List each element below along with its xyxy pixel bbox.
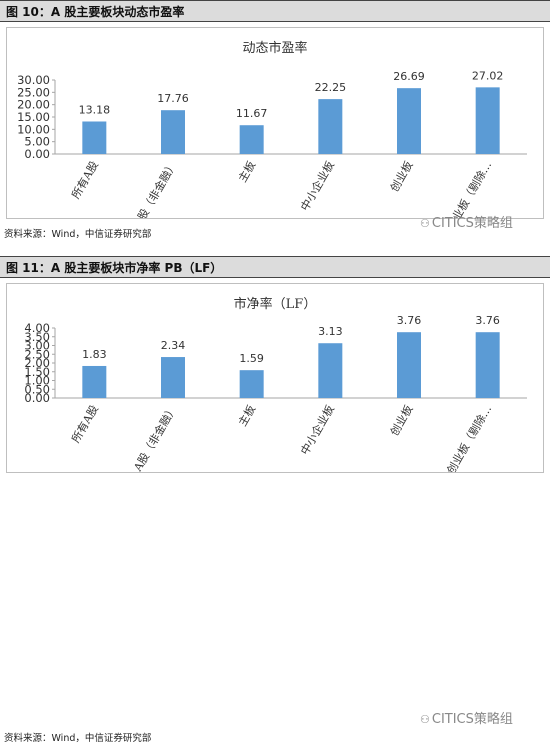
- chart-panel-pb: 图 11：A 股主要板块市净率 PB（LF） 市净率（LF） 0.00 0.50 1.…: [0, 256, 550, 744]
- y-tick-label: 0.00: [24, 391, 50, 405]
- pb-bar-chart: 市净率（LF） 0.000.501.001.502.002.503.003.504…: [24, 296, 527, 476]
- chart-title: 市净率（LF）: [234, 296, 317, 312]
- bar: [397, 332, 421, 398]
- bar: [475, 332, 500, 398]
- bar: [318, 343, 343, 398]
- data-label: 17.76: [157, 92, 189, 105]
- data-label: 3.76: [475, 314, 500, 327]
- bar: [475, 87, 500, 154]
- category-label: A股（非金融）: [130, 403, 180, 473]
- chart-title: 动态市盈率: [242, 40, 307, 56]
- category-label: 中小企业板: [297, 159, 337, 214]
- wechat-icon: ⚇: [420, 217, 430, 230]
- category-label: 主板: [235, 403, 258, 429]
- data-label: 22.25: [315, 81, 347, 94]
- y-tick-label: 1.50: [24, 365, 50, 379]
- y-tick-label: 2.50: [24, 347, 50, 361]
- data-label: 3.13: [318, 325, 343, 338]
- bar: [239, 370, 264, 398]
- bar: [82, 121, 107, 154]
- y-tick-label: 0.00: [24, 147, 50, 161]
- bar: [161, 357, 185, 398]
- y-tick-label: 30.00: [17, 73, 50, 87]
- watermark: ⚇ CITICS策略组: [420, 712, 513, 727]
- data-label: 13.18: [79, 103, 111, 116]
- category-label: 所有A股: [68, 159, 101, 201]
- data-label: 1.83: [82, 348, 107, 361]
- source-note: 资料来源：Wind，中信证券研究部: [4, 229, 152, 240]
- data-label: 3.76: [397, 314, 422, 327]
- category-label: 创业板: [387, 403, 416, 439]
- category-label: 创业板: [387, 159, 416, 195]
- y-tick-label: 1.00: [24, 374, 50, 388]
- y-tick-label: 25.00: [17, 85, 50, 99]
- watermark: ⚇ CITICS策略组: [420, 216, 513, 231]
- figure-header-text: 图 10：A 股主要板块动态市盈率: [6, 5, 185, 19]
- y-tick-label: 0.50: [24, 382, 50, 396]
- category-label: 所有A股: [68, 403, 101, 445]
- category-label: 中小企业板: [297, 403, 337, 458]
- figure-header: 图 11：A 股主要板块市净率 PB（LF）: [0, 256, 550, 278]
- y-tick-label: 15.00: [17, 110, 50, 124]
- category-label: 主板: [235, 159, 258, 185]
- chart-frame: 动态市盈率 0.00 5.00 10.00 15.00 20.00 25.00 30.00 13…: [6, 27, 544, 232]
- category-label: 创业板（剔除…: [444, 402, 495, 472]
- y-tick-label: 3.50: [24, 330, 50, 344]
- data-label: 2.34: [161, 339, 186, 352]
- chart-panel-pe: 图 10：A 股主要板块动态市盈率 动态市盈率 0.00 5.00 10.00 15.0…: [0, 0, 550, 244]
- y-tick-label: 5.00: [24, 135, 50, 149]
- source-note: 资料来源：Wind，中信证券研究部: [4, 733, 152, 744]
- bar: [161, 110, 185, 154]
- category-label: 创业板（剔除…: [444, 158, 495, 218]
- bar: [397, 88, 421, 154]
- axis-lines: [54, 80, 527, 155]
- y-tick-label: 2.00: [24, 356, 50, 370]
- y-tick-label: 3.00: [24, 339, 50, 353]
- y-tick-label: 4.00: [24, 321, 50, 335]
- data-label: 1.59: [239, 352, 264, 365]
- axis-lines: [54, 328, 527, 399]
- chart-frame: 市净率（LF） 0.00 0.50 1.00 1.50 2.00 2.50 3.00 3.50 4…: [6, 283, 544, 476]
- data-label: 11.67: [236, 107, 268, 120]
- figure-header: 图 10：A 股主要板块动态市盈率: [0, 0, 550, 22]
- bar: [318, 99, 343, 154]
- data-label: 26.69: [393, 70, 425, 83]
- bar: [239, 125, 264, 154]
- y-tick-label: 10.00: [17, 122, 50, 136]
- y-tick-label: 20.00: [17, 98, 50, 112]
- figure-header-text: 图 11：A 股主要板块市净率 PB（LF）: [6, 261, 223, 275]
- category-label: A股（非金融）: [130, 159, 180, 219]
- bar: [82, 365, 107, 398]
- wechat-icon: ⚇: [420, 713, 430, 726]
- data-label: 27.02: [472, 69, 504, 82]
